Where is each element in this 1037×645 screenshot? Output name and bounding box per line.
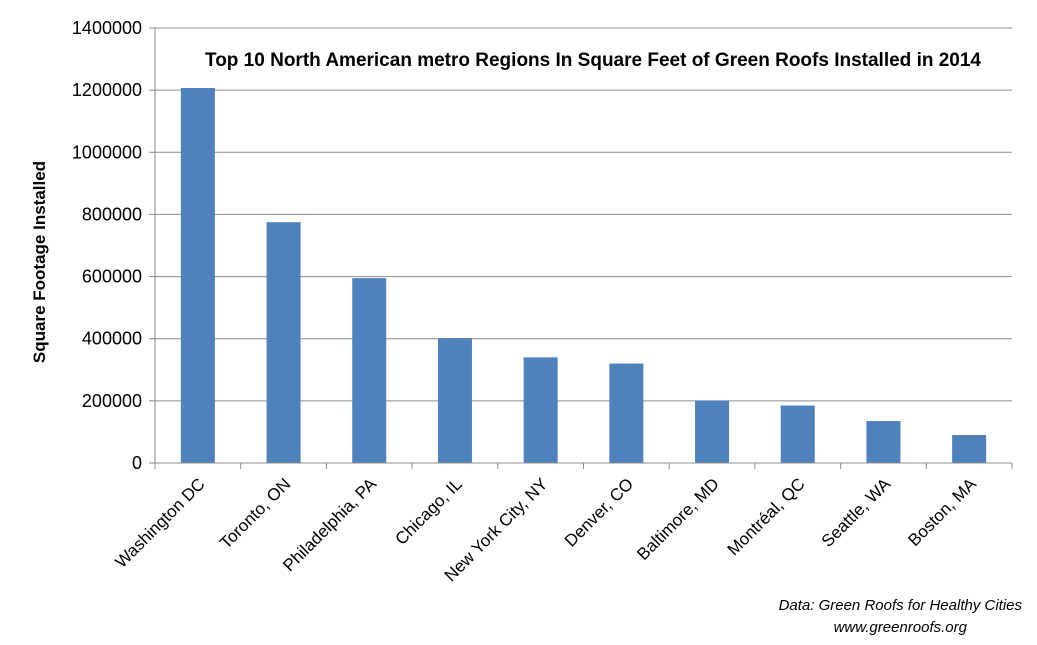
bar: [523, 357, 558, 463]
y-tick-labels: 0 200000 400000 600000 800000 1000000 1200000 1…: [72, 18, 155, 473]
y-tick-label: 1200000: [72, 80, 142, 100]
bar: [266, 222, 301, 463]
bar: [180, 87, 215, 463]
x-tick-label: Seattle, WA: [818, 474, 895, 551]
y-axis-title: Square Footage Installed: [30, 161, 49, 363]
bar: [780, 405, 815, 463]
x-tick-label: Toronto, ON: [216, 474, 294, 552]
y-tick-label: 1400000: [72, 18, 142, 38]
source-note-line-1: Data: Green Roofs for Healthy Cities: [779, 597, 1023, 614]
bar: [866, 421, 901, 463]
source-note-line-2: www.greenroofs.org: [834, 619, 968, 636]
x-tick-label: Montréal, QC: [724, 474, 809, 559]
bar: [695, 400, 730, 463]
y-tick-label: 800000: [82, 204, 142, 224]
y-tick-label: 200000: [82, 391, 142, 411]
bar: [952, 435, 987, 463]
x-tick-label: Baltimore, MD: [633, 474, 723, 564]
bars: [180, 87, 987, 463]
x-tick-label: Denver, CO: [561, 474, 637, 550]
y-tick-label: 0: [132, 453, 142, 473]
x-tick-label: Chicago, IL: [392, 474, 466, 548]
y-tick-label: 400000: [82, 329, 142, 349]
bar: [609, 363, 644, 463]
x-tick-label: Washington DC: [112, 474, 209, 571]
y-tick-label: 600000: [82, 267, 142, 287]
chart-title: Top 10 North American metro Regions In S…: [205, 50, 981, 71]
bar: [437, 338, 472, 463]
x-tick-label: Philadelphia, PA: [279, 474, 380, 575]
x-tick-label: Boston, MA: [904, 474, 980, 550]
bar: [352, 278, 387, 463]
y-tick-label: 1000000: [72, 142, 142, 162]
